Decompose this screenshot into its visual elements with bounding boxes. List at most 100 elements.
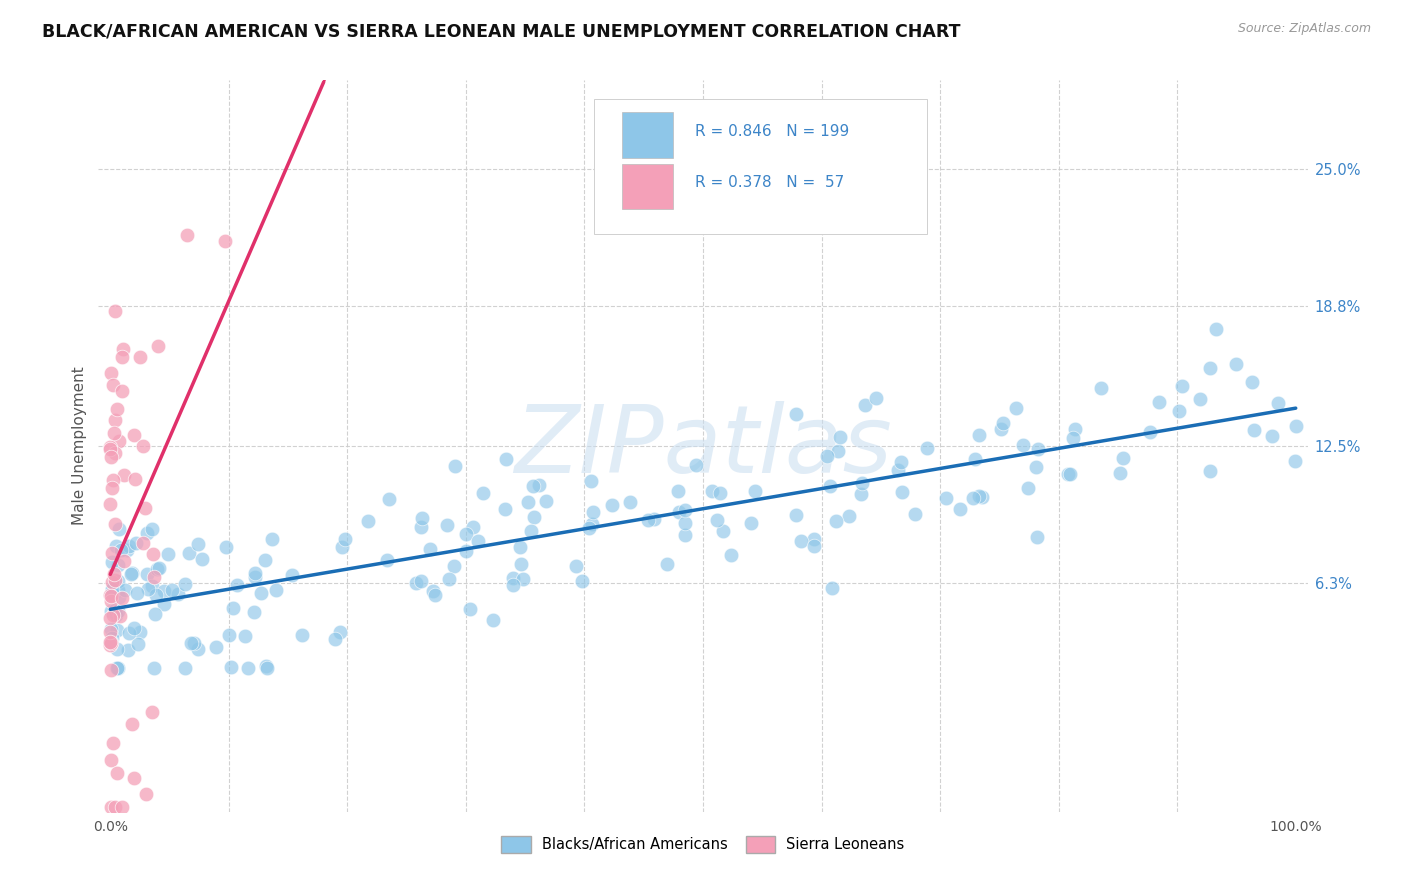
Point: [117, 543, 139, 558]
Point: [744, 484, 766, 499]
Point: [127, 586, 149, 600]
Point: [110, 609, 132, 624]
Point: [967, 489, 990, 503]
Point: [709, 485, 731, 500]
Point: [128, 624, 150, 639]
Point: [991, 417, 1014, 431]
Point: [534, 494, 557, 508]
Point: [146, 339, 169, 353]
Point: [104, 516, 127, 531]
Point: [1241, 375, 1264, 389]
Point: [103, 426, 125, 441]
Point: [101, 582, 124, 596]
Point: [967, 428, 990, 442]
Point: [443, 459, 465, 474]
Point: [375, 552, 398, 566]
Point: [329, 624, 352, 639]
Point: [121, 716, 143, 731]
FancyBboxPatch shape: [595, 99, 927, 234]
Point: [785, 508, 807, 523]
Point: [98, 611, 121, 625]
Point: [108, 522, 131, 536]
Point: [104, 304, 127, 318]
Point: [100, 604, 122, 618]
Point: [502, 578, 524, 592]
Point: [135, 787, 157, 801]
Point: [112, 554, 135, 568]
Point: [803, 532, 825, 546]
Point: [935, 491, 957, 506]
Point: [357, 514, 380, 528]
Point: [205, 640, 228, 655]
Point: [1108, 466, 1130, 480]
Point: [100, 634, 122, 648]
Point: [226, 578, 249, 592]
Point: [105, 401, 128, 416]
Point: [637, 513, 659, 527]
Point: [100, 585, 122, 599]
Point: [100, 800, 122, 814]
Point: [135, 566, 157, 581]
Point: [579, 474, 602, 488]
Text: Source: ZipAtlas.com: Source: ZipAtlas.com: [1237, 22, 1371, 36]
Point: [720, 548, 742, 562]
Point: [129, 351, 152, 365]
Point: [100, 635, 122, 649]
Point: [219, 660, 242, 674]
Point: [142, 660, 165, 674]
Point: [191, 552, 214, 566]
Point: [853, 398, 876, 412]
Point: [740, 516, 762, 531]
Point: [1012, 438, 1035, 452]
Point: [887, 463, 910, 477]
Point: [711, 524, 734, 539]
Point: [125, 536, 148, 550]
Point: [132, 536, 155, 550]
Point: [481, 613, 503, 627]
Point: [253, 553, 276, 567]
Text: BLACK/AFRICAN AMERICAN VS SIERRA LEONEAN MALE UNEMPLOYMENT CORRELATION CHART: BLACK/AFRICAN AMERICAN VS SIERRA LEONEAN…: [42, 22, 960, 40]
Point: [101, 555, 124, 569]
Point: [454, 526, 477, 541]
Point: [108, 434, 131, 449]
Point: [516, 495, 538, 509]
Point: [122, 772, 145, 786]
Point: [1243, 423, 1265, 437]
Point: [145, 607, 167, 622]
Point: [136, 525, 159, 540]
Point: [405, 576, 427, 591]
Point: [121, 566, 143, 580]
Point: [98, 440, 121, 454]
Point: [98, 442, 121, 456]
Legend: Blacks/African Americans, Sierra Leoneans: Blacks/African Americans, Sierra Leonean…: [495, 830, 911, 859]
Point: [962, 491, 984, 505]
Point: [100, 625, 122, 640]
Text: R = 0.378   N =  57: R = 0.378 N = 57: [695, 175, 844, 190]
Point: [104, 413, 127, 427]
Point: [107, 660, 129, 674]
Point: [187, 537, 209, 551]
Point: [114, 583, 136, 598]
Point: [148, 561, 170, 575]
Point: [104, 572, 127, 586]
Point: [1147, 394, 1170, 409]
Point: [785, 407, 807, 421]
Point: [891, 485, 914, 500]
Point: [112, 467, 135, 482]
Point: [98, 638, 121, 652]
Point: [1112, 450, 1135, 465]
Point: [865, 392, 887, 406]
Point: [120, 567, 142, 582]
Point: [167, 586, 190, 600]
Point: [101, 481, 124, 495]
Point: [136, 582, 159, 596]
Point: [1064, 422, 1087, 436]
Point: [1170, 379, 1192, 393]
Point: [1205, 321, 1227, 335]
Point: [1284, 454, 1306, 468]
Point: [236, 660, 259, 674]
Point: [122, 621, 145, 635]
Point: [256, 660, 278, 674]
Point: [260, 532, 283, 546]
Point: [890, 455, 912, 469]
